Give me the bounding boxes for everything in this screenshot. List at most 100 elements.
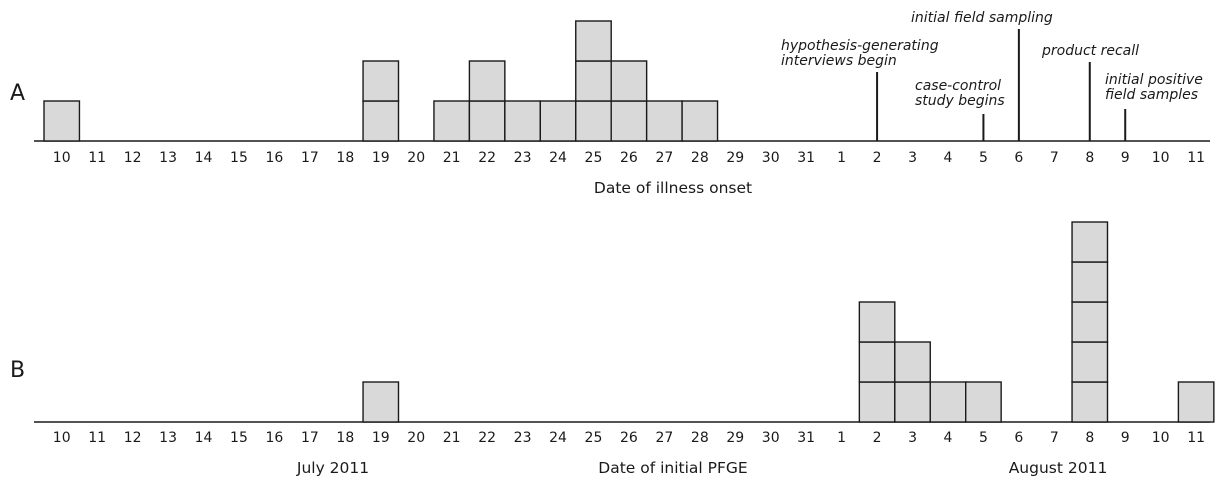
panel-b-tick-label: 17: [301, 430, 319, 446]
panel-a-tick-label: 14: [195, 150, 213, 166]
panel-b-case-box: [929, 381, 967, 423]
panel-a-tick-label: 29: [726, 150, 744, 166]
panel-b-tick-label: 21: [443, 430, 461, 446]
panel-b-tick-label: 2: [873, 430, 882, 446]
panel-a-case-box: [468, 60, 506, 102]
panel-b-case-box: [1071, 381, 1109, 423]
panel-b-tick-label: 31: [797, 430, 815, 446]
panel-a-x-axis-title: Date of illness onset: [594, 179, 752, 197]
panel-b-tick-label: 12: [124, 430, 142, 446]
panel-b-label: B: [10, 358, 25, 383]
panel-a-case-box: [468, 100, 506, 142]
panel-a-tick-label: 20: [407, 150, 425, 166]
panel-a-tick-label: 11: [1187, 150, 1205, 166]
event-annotation-label: interviews begin: [781, 53, 897, 69]
panel-a-tick-label: 30: [762, 150, 780, 166]
panel-a-tick-label: 10: [53, 150, 71, 166]
event-annotation-label: product recall: [1041, 43, 1139, 59]
panel-a-tick-label: 5: [979, 150, 988, 166]
panel-b-tick-label: 9: [1121, 430, 1130, 446]
panel-b-case-box: [1071, 221, 1109, 263]
event-annotation-label: field samples: [1105, 87, 1198, 103]
panel-a-case-box: [575, 60, 612, 102]
panel-b-case-box: [1177, 381, 1215, 423]
panel-a-tick-label: 4: [944, 150, 953, 166]
panel-a-tick-label: 6: [1014, 150, 1023, 166]
month-label-august: August 2011: [1009, 459, 1108, 477]
panel-b-case-box: [858, 341, 896, 383]
panel-a-tick-label: 21: [443, 150, 461, 166]
panel-a-tick-label: 22: [478, 150, 496, 166]
panel-b-case-box: [362, 381, 400, 423]
panel-a-chart: A Date of illness onset 10 11 12 13 14 15 16 17…: [10, 10, 1210, 197]
panel-a-case-box: [362, 100, 400, 142]
panel-b-case-box: [965, 381, 1002, 423]
panel-a-tick-label: 24: [549, 150, 567, 166]
panel-a-tick-label: 13: [159, 150, 177, 166]
event-annotation-label: case-control: [915, 78, 1001, 94]
panel-b-case-box: [894, 381, 931, 423]
panel-a-tick-label: 7: [1050, 150, 1059, 166]
panel-b-tick-label: 14: [195, 430, 213, 446]
panel-a-case-box: [575, 100, 612, 142]
panel-a-case-box: [610, 100, 648, 142]
panel-b-case-box: [1071, 341, 1109, 383]
panel-a-label: A: [10, 81, 25, 106]
panel-b-tick-label: 6: [1014, 430, 1023, 446]
panel-b-tick-label: 13: [159, 430, 177, 446]
panel-b-tick-label: 30: [762, 430, 780, 446]
panel-b-tick-label: 11: [88, 430, 106, 446]
event-annotation-label: initial field sampling: [911, 10, 1053, 26]
panel-b-tick-label: 26: [620, 430, 638, 446]
event-annotation-label: initial positive: [1105, 72, 1203, 88]
panel-a-case-box: [681, 100, 719, 142]
panel-b-tick-label: 3: [908, 430, 917, 446]
panel-b-tick-label: 11: [1187, 430, 1205, 446]
panel-a-case-box: [43, 100, 81, 142]
panel-b-tick-label: 24: [549, 430, 567, 446]
event-annotation-label: hypothesis-generating: [781, 38, 939, 54]
panel-b-case-box: [858, 301, 896, 343]
panel-b-tick-label: 29: [726, 430, 744, 446]
panel-a-case-box: [362, 60, 400, 102]
panel-b-tick-label: 23: [514, 430, 532, 446]
panel-b-tick-label: 16: [266, 430, 284, 446]
panel-a-tick-label: 28: [691, 150, 709, 166]
panel-a-tick-label: 19: [372, 150, 390, 166]
panel-a-tick-label: 17: [301, 150, 319, 166]
panel-a-tick-label: 8: [1085, 150, 1094, 166]
panel-b-tick-label: 10: [53, 430, 71, 446]
panel-a-case-box: [645, 100, 683, 142]
panel-a-tick-label: 1: [837, 150, 846, 166]
panel-b-case-box: [858, 381, 896, 423]
panel-b-tick-label: 20: [407, 430, 425, 446]
panel-a-tick-label: 15: [230, 150, 248, 166]
panel-b-case-box: [1071, 261, 1109, 303]
panel-a-tick-label: 16: [266, 150, 284, 166]
panel-b-tick-label: 10: [1152, 430, 1170, 446]
panel-b-tick-label: 15: [230, 430, 248, 446]
panel-a-case-box: [575, 20, 612, 62]
panel-b-tick-label: 7: [1050, 430, 1059, 446]
panel-a-tick-label: 2: [873, 150, 882, 166]
panel-b-tick-label: 25: [585, 430, 603, 446]
panel-a-tick-label: 9: [1121, 150, 1130, 166]
panel-b-chart: B Date of initial PFGE July 2011 August …: [10, 221, 1215, 477]
panel-a-tick-label: 11: [88, 150, 106, 166]
panel-a-tick-label: 23: [514, 150, 532, 166]
panel-a-tick-label: 3: [908, 150, 917, 166]
panel-a-tick-label: 27: [655, 150, 673, 166]
panel-a-tick-label: 26: [620, 150, 638, 166]
panel-a-tick-label: 12: [124, 150, 142, 166]
panel-b-tick-label: 5: [979, 430, 988, 446]
panel-b-tick-label: 1: [837, 430, 846, 446]
panel-a-tick-label: 10: [1152, 150, 1170, 166]
panel-b-tick-label: 27: [655, 430, 673, 446]
panel-a-tick-label: 31: [797, 150, 815, 166]
panel-b-case-box: [894, 341, 931, 383]
panel-b-tick-label: 8: [1085, 430, 1094, 446]
panel-b-tick-label: 28: [691, 430, 709, 446]
panel-b-tick-label: 4: [944, 430, 953, 446]
panel-b-tick-label: 19: [372, 430, 390, 446]
